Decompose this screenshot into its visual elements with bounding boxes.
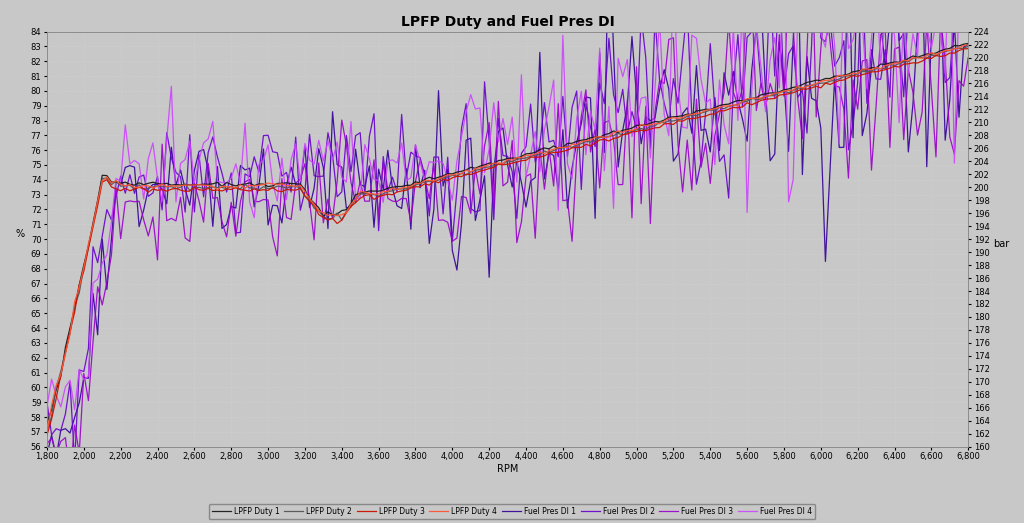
Title: LPFP Duty and Fuel Pres DI: LPFP Duty and Fuel Pres DI — [400, 15, 614, 29]
X-axis label: RPM: RPM — [497, 464, 518, 474]
Y-axis label: bar: bar — [992, 239, 1009, 249]
Legend: LPFP Duty 1, LPFP Duty 2, LPFP Duty 3, LPFP Duty 4, Fuel Pres DI 1, Fuel Pres DI: LPFP Duty 1, LPFP Duty 2, LPFP Duty 3, L… — [209, 504, 815, 519]
Y-axis label: %: % — [15, 229, 25, 239]
